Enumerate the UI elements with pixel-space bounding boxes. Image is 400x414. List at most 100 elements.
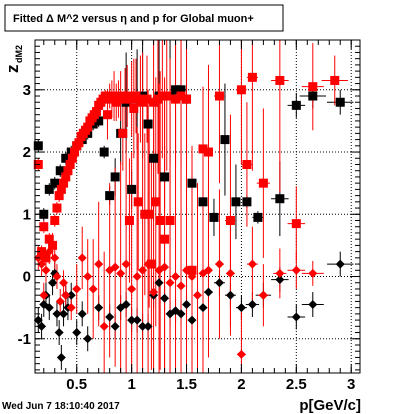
square-marker (275, 194, 285, 204)
square-marker (44, 184, 54, 194)
square-marker (236, 85, 246, 95)
square-marker (105, 191, 115, 201)
y-tick-label: 0 (23, 269, 31, 286)
diamond-marker (94, 303, 104, 313)
square-marker (61, 153, 71, 163)
square-marker (63, 166, 73, 176)
diamond-marker (55, 296, 65, 306)
square-marker (61, 172, 71, 182)
square-marker (291, 100, 301, 110)
diamond-marker (105, 312, 115, 322)
square-marker (74, 138, 84, 148)
square-marker (258, 178, 268, 188)
diamond-marker (171, 272, 181, 282)
chart-title: Fitted Δ M^2 versus η and p for Global m… (13, 13, 254, 25)
diamond-marker (143, 259, 153, 269)
diamond-marker (160, 293, 170, 303)
square-marker (160, 234, 170, 244)
diamond-marker (143, 321, 153, 331)
diamond-marker (110, 321, 120, 331)
x-tick-label: 3 (347, 376, 355, 393)
diamond-marker (198, 303, 208, 313)
y-axis-subscript: dM2 (14, 45, 24, 63)
diamond-marker (88, 284, 98, 294)
diamond-marker (61, 290, 71, 300)
square-marker (94, 116, 104, 126)
square-marker (176, 91, 186, 101)
square-marker (83, 122, 93, 132)
diamond-marker (160, 262, 170, 272)
diamond-marker (291, 265, 301, 275)
square-marker (54, 191, 64, 201)
diamond-marker (247, 259, 257, 269)
square-marker (187, 265, 197, 275)
square-marker (308, 91, 318, 101)
diamond-marker (66, 303, 76, 313)
square-marker (102, 110, 112, 120)
diamond-marker (127, 315, 137, 325)
diamond-marker (308, 268, 318, 278)
square-marker (165, 216, 175, 226)
diamond-marker (41, 265, 51, 275)
diamond-marker (50, 253, 60, 263)
diamond-marker (138, 265, 148, 275)
square-marker (44, 234, 54, 244)
x-tick-label: 1 (127, 376, 135, 393)
timestamp: Wed Jun 7 18:10:40 2017 (2, 401, 120, 412)
square-marker (127, 184, 137, 194)
square-marker (91, 107, 101, 117)
square-marker (142, 94, 152, 104)
square-marker (275, 75, 285, 85)
diamond-marker (291, 312, 301, 322)
square-marker (176, 85, 186, 95)
y-tick-label: 1 (23, 206, 31, 223)
diamond-marker (149, 287, 159, 297)
square-marker (124, 216, 134, 226)
square-marker (162, 91, 172, 101)
diamond-marker (56, 352, 66, 362)
square-marker (67, 153, 77, 163)
diamond-marker (335, 259, 345, 269)
square-marker (39, 222, 49, 232)
square-marker (308, 82, 318, 92)
diamond-marker (214, 259, 224, 269)
square-marker (209, 212, 219, 222)
diamond-marker (225, 268, 235, 278)
diamond-marker (165, 278, 175, 288)
diamond-marker (132, 272, 142, 282)
diamond-marker (48, 278, 58, 288)
square-marker (160, 172, 170, 182)
square-marker (198, 197, 208, 207)
square-marker (52, 203, 62, 213)
diamond-marker (72, 328, 82, 338)
diamond-marker (52, 272, 62, 282)
diamond-marker (83, 334, 93, 344)
axis-ticks: 0.5 1 1.5 2 2.5 3 -1 0 1 2 3 (18, 40, 360, 393)
square-marker (133, 197, 143, 207)
diamond-marker (121, 300, 131, 310)
square-marker (203, 147, 213, 157)
square-marker (242, 197, 252, 207)
diamond-marker (116, 268, 126, 278)
diamond-marker (72, 284, 82, 294)
diamond-marker (275, 275, 285, 285)
diamond-marker (59, 278, 69, 288)
diamond-marker (39, 290, 49, 300)
diamond-marker (182, 265, 192, 275)
diamond-marker (52, 309, 62, 319)
square-marker (55, 166, 65, 176)
diamond-marker (83, 272, 93, 282)
square-marker (41, 253, 51, 263)
square-marker (214, 91, 224, 101)
diamond-marker (99, 321, 109, 331)
x-tick-label: 2 (237, 376, 245, 393)
square-marker (291, 219, 301, 229)
square-marker (171, 85, 181, 95)
diamond-marker (275, 268, 285, 278)
diamond-marker (127, 284, 137, 294)
diamond-marker (182, 300, 192, 310)
square-marker (187, 178, 197, 188)
square-marker (143, 119, 153, 129)
square-marker (198, 144, 208, 154)
diamond-marker (110, 262, 120, 272)
